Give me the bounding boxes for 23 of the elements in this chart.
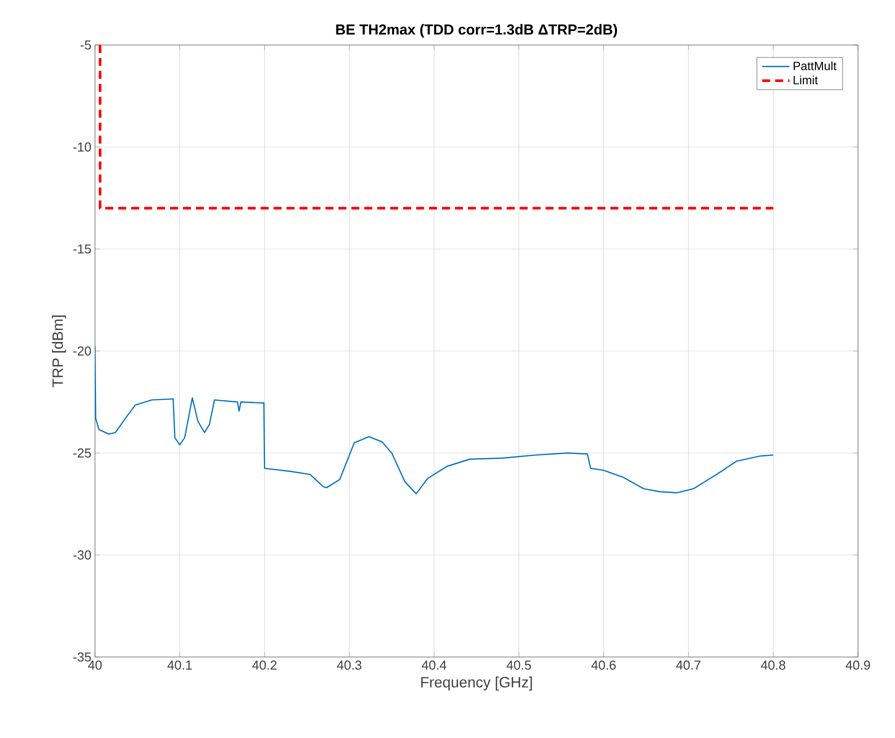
x-tick-label: 40 bbox=[88, 660, 102, 670]
legend-label: Limit bbox=[794, 76, 818, 84]
x-tick-label: 40.1 bbox=[167, 660, 192, 670]
x-axis-title: Frequency [GHz] bbox=[421, 676, 532, 690]
chart-title: BE TH2max (TDD corr=1.3dB ΔTRP=2dB) bbox=[336, 24, 618, 38]
line-series bbox=[95, 345, 774, 494]
x-tick-label: 40.8 bbox=[760, 660, 786, 670]
y-tick-label: -30 bbox=[73, 550, 91, 560]
x-tick-label: 40.3 bbox=[337, 660, 362, 670]
x-tick-label: 40.5 bbox=[506, 660, 531, 670]
x-tick-label: 40.9 bbox=[846, 660, 870, 670]
y-tick-label: -15 bbox=[73, 244, 91, 254]
legend-label: PattMult bbox=[794, 61, 836, 70]
x-tick-label: 40.2 bbox=[252, 660, 276, 670]
y-tick-label: -35 bbox=[73, 652, 91, 662]
y-tick-label: -5 bbox=[80, 40, 91, 50]
y-tick-label: -20 bbox=[73, 346, 91, 356]
y-axis-title: TRP [dBm] bbox=[52, 316, 66, 388]
y-tick-label: -25 bbox=[73, 448, 91, 458]
x-tick-label: 40.7 bbox=[676, 660, 700, 670]
x-tick-label: 40.4 bbox=[422, 660, 446, 670]
y-tick-label: -10 bbox=[73, 142, 91, 152]
x-tick-label: 40.6 bbox=[591, 660, 616, 670]
